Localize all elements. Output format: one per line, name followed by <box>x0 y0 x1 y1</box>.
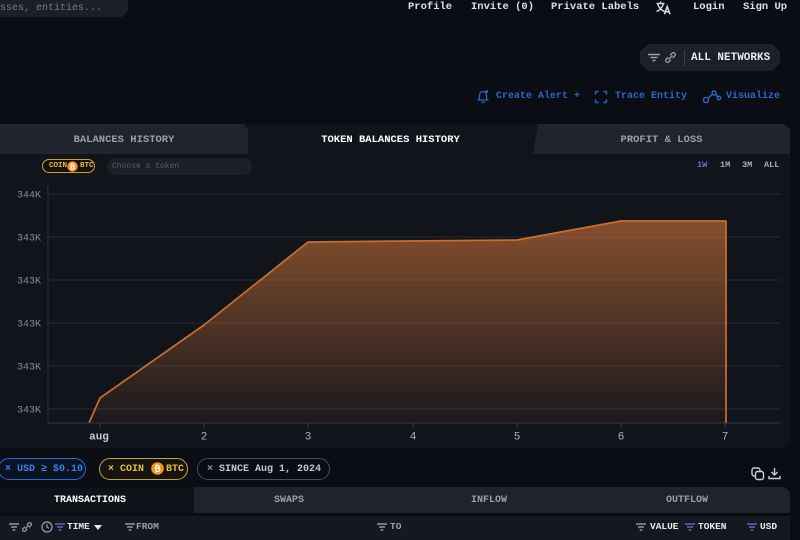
svg-text:343K: 343K <box>17 406 41 417</box>
svg-text:344K: 344K <box>17 191 41 202</box>
svg-text:aug: aug <box>89 432 109 444</box>
svg-text:2: 2 <box>201 432 208 444</box>
svg-text:343K: 343K <box>17 363 41 374</box>
svg-text:343K: 343K <box>17 320 41 331</box>
svg-text:4: 4 <box>410 432 417 444</box>
svg-text:5: 5 <box>514 432 521 444</box>
svg-text:7: 7 <box>722 432 729 444</box>
svg-text:3: 3 <box>305 432 312 444</box>
svg-text:343K: 343K <box>17 234 41 245</box>
svg-text:6: 6 <box>618 432 625 444</box>
svg-text:343K: 343K <box>17 277 41 288</box>
